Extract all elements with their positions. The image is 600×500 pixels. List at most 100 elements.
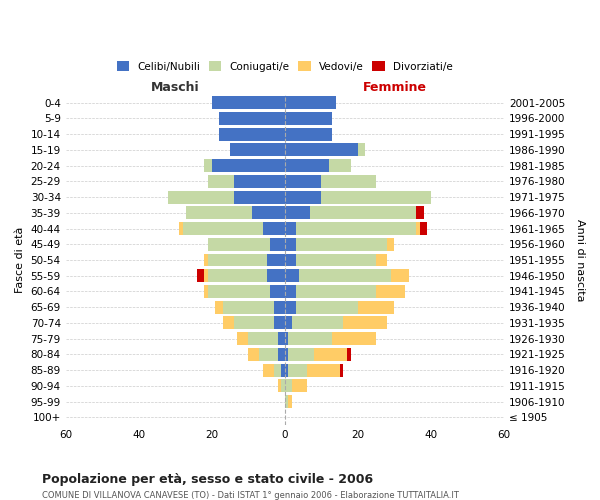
Bar [376,285,406,298]
Text: Maschi: Maschi [151,81,200,94]
Bar [259,348,278,361]
Bar [391,270,409,282]
Bar [285,96,336,109]
Bar [233,316,274,330]
Bar [285,222,296,235]
Bar [358,144,365,156]
Bar [314,348,347,361]
Bar [285,380,292,392]
Bar [285,254,296,266]
Bar [197,270,205,282]
Bar [278,332,285,345]
Bar [215,300,223,314]
Bar [212,159,285,172]
Bar [281,380,285,392]
Bar [263,222,285,235]
Bar [208,270,266,282]
Bar [285,128,332,140]
Bar [285,332,289,345]
Text: Popolazione per età, sesso e stato civile - 2006: Popolazione per età, sesso e stato civil… [42,472,373,486]
Bar [307,364,340,376]
Bar [278,348,285,361]
Bar [285,112,332,125]
Bar [285,159,329,172]
Bar [416,206,424,220]
Bar [285,238,296,250]
Bar [212,96,285,109]
Bar [208,175,233,188]
Bar [270,285,285,298]
Bar [285,300,296,314]
Bar [205,285,208,298]
Bar [263,364,274,376]
Bar [420,222,427,235]
Bar [278,380,281,392]
Bar [289,395,292,408]
Bar [285,285,296,298]
Bar [347,348,350,361]
Bar [168,190,233,203]
Bar [274,316,285,330]
Bar [296,285,376,298]
Bar [270,238,285,250]
Bar [266,270,285,282]
Bar [205,270,208,282]
Bar [274,300,285,314]
Bar [238,332,248,345]
Bar [281,364,285,376]
Bar [252,206,285,220]
Text: Femmine: Femmine [362,81,427,94]
Bar [223,316,233,330]
Bar [233,190,285,203]
Bar [205,254,208,266]
Bar [358,300,394,314]
Bar [186,206,252,220]
Bar [296,254,376,266]
Bar [233,175,285,188]
Bar [205,159,212,172]
Bar [285,316,292,330]
Bar [292,380,307,392]
Bar [416,222,420,235]
Bar [223,300,274,314]
Bar [208,238,270,250]
Bar [340,364,343,376]
Bar [248,348,259,361]
Bar [322,190,431,203]
Bar [208,254,266,266]
Y-axis label: Fasce di età: Fasce di età [15,227,25,293]
Bar [289,332,332,345]
Bar [296,238,387,250]
Bar [322,175,376,188]
Text: COMUNE DI VILLANOVA CANAVESE (TO) - Dati ISTAT 1° gennaio 2006 - Elaborazione TU: COMUNE DI VILLANOVA CANAVESE (TO) - Dati… [42,491,459,500]
Bar [285,190,322,203]
Bar [329,159,350,172]
Bar [285,175,322,188]
Bar [296,222,416,235]
Bar [230,144,285,156]
Bar [285,364,289,376]
Bar [266,254,285,266]
Bar [332,332,376,345]
Bar [182,222,263,235]
Bar [285,348,289,361]
Bar [292,316,343,330]
Bar [376,254,387,266]
Bar [208,285,270,298]
Bar [285,270,299,282]
Bar [310,206,416,220]
Bar [289,348,314,361]
Bar [285,144,358,156]
Bar [219,112,285,125]
Bar [285,395,289,408]
Bar [179,222,182,235]
Legend: Celibi/Nubili, Coniugati/e, Vedovi/e, Divorziati/e: Celibi/Nubili, Coniugati/e, Vedovi/e, Di… [113,57,457,76]
Bar [248,332,278,345]
Bar [285,206,310,220]
Bar [274,364,281,376]
Bar [296,300,358,314]
Bar [343,316,387,330]
Bar [299,270,391,282]
Bar [387,238,394,250]
Bar [289,364,307,376]
